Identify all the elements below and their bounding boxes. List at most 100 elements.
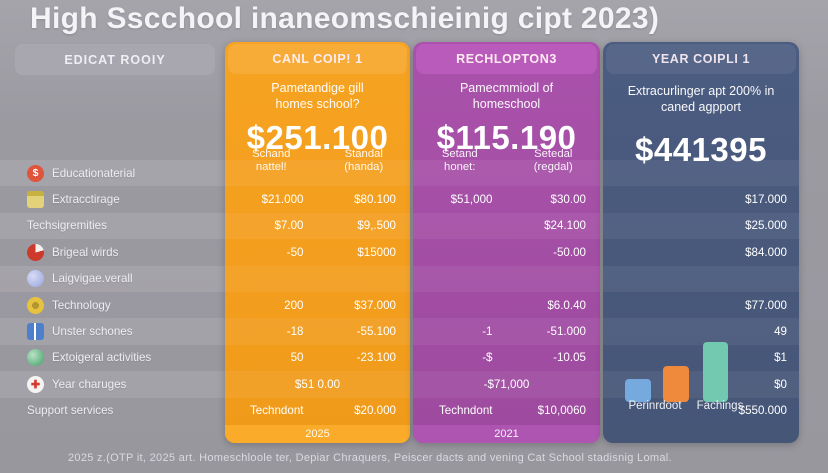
purple-subtitle: Pamecmmiodl of homeschool [459,81,554,111]
purple-value-row [413,265,600,292]
cell-value: -50.00 [553,245,586,259]
orange-subtitle: Pametandige gill homes school? [271,81,364,111]
purple-value-row: $24.100 [413,212,600,240]
table-row: Support services [0,398,225,424]
table-row: Year charuges [0,371,225,398]
purple-amount: $115.190 [436,119,577,156]
purple-subcolumn-headers: Setand honet: Setedal (regdal) [413,148,600,174]
year-value-row: $25.000 [603,212,799,240]
purple-value-row: -50.00 [413,239,600,265]
cost-column-purple: RECHLOPTON3 Pamecmmiodl of homeschool $1… [413,42,600,443]
purple-value-row: Techndont $10,0060 [413,398,600,424]
tab-purple-column[interactable]: RECHLOPTON3 [416,44,597,74]
cell-value: -50 [286,245,304,259]
table-row: Laigvigae.verall [0,265,225,292]
tab-orange-column[interactable]: CANL COIP! 1 [228,44,407,74]
orange-value-row: -18 -55.100 [225,318,410,345]
cell-value: -$71,000 [483,377,530,391]
year-value-row: $550.000 [603,398,799,424]
purple-subcol-2-label: Setedal (regdal) [533,148,573,173]
row-label: Brigeal wirds [52,245,119,259]
table-row: Techsigremities [0,212,225,240]
ball-icon [27,349,44,367]
purple-value-row: -$71,000 [413,371,600,398]
cell-value: $80.100 [354,193,396,207]
orange-value-row: Techndont $20.000 [225,398,410,424]
pie-chart-icon [27,243,44,261]
cell-value: $1 [774,351,787,365]
cell-value: Techndont [438,404,493,418]
bar-chart-label-2: Fachings [696,400,744,412]
table-row: Unster schones [0,318,225,345]
year-value-row [603,265,799,292]
cell-value: $7.00 [274,219,304,233]
cell-value: $20.000 [354,404,396,418]
table-row: Technology [0,292,225,318]
tab-category-column[interactable]: EDICAT ROOIY [15,44,215,75]
cell-value: $24.100 [544,219,586,233]
tab-year-column[interactable]: YEAR COIPLI 1 [606,44,796,74]
purple-subcol-1-label: Setand honet: [441,148,478,173]
cell-value: 50 [290,351,304,365]
year-value-row: $77.000 [603,292,799,318]
footer-note: 2025 z.(OTP it, 2025 art. Homeschloole t… [68,452,672,464]
purple-values: $51,000 $30.00 $24.100 -50.00 $6.0.40 -1 -51.0… [413,160,600,424]
orange-value-row [225,265,410,292]
table-row: Extracctirage [0,186,225,212]
row-label: Extracctirage [52,193,120,207]
orange-value-row: -50 $15000 [225,239,410,265]
row-label: Support services [27,404,114,418]
orange-amount: $251.100 [246,119,389,156]
bar-chart-label-1: Perinrdoot [628,400,682,412]
mini-chart-bar [663,366,689,402]
row-label: Techsigremities [27,219,107,233]
globe-icon [27,270,44,288]
cell-value: $550.000 [738,404,787,418]
cell-value: $51,000 [450,193,493,207]
cost-column-orange: CANL COIP! 1 Pametandige gill homes scho… [225,42,410,443]
purple-value-row: -$ -10.05 [413,345,600,371]
mini-chart-bar [625,379,651,402]
year-value-row: $1 [603,345,799,371]
purple-value-row: -1 -51.000 [413,318,600,345]
cell-value: -1 [482,325,493,339]
medical-cross-icon [27,375,44,393]
cell-value: $37.000 [354,298,396,312]
cell-value: -23.100 [356,351,396,365]
page-title: High Sscchool inaneomschieinig cipt 2023… [30,2,660,35]
year-value-row [603,160,799,187]
purple-value-row: $51,000 $30.00 [413,186,600,212]
cell-value: $0 [774,377,787,391]
mini-chart-bar [703,342,728,402]
cell-value: -55.100 [356,325,396,339]
orange-value-row [225,160,410,187]
purple-value-row: $6.0.40 [413,292,600,318]
purple-footer-year: 2021 [413,425,600,443]
cell-value: $21.000 [261,193,304,207]
category-list: Educationaterial Extracctirage Techsigremi… [0,160,225,424]
cell-value: -51.000 [546,325,586,339]
cell-value: $15000 [357,245,396,259]
year-value-row: $84.000 [603,239,799,265]
cell-value: $30.00 [550,193,586,207]
orange-value-row: $21.000 $80.100 [225,186,410,212]
row-label: Educationaterial [52,166,136,180]
orange-subcol-2-label: Standal (handa) [344,148,384,173]
row-label: Unster schones [52,325,133,339]
table-row: Brigeal wirds [0,239,225,265]
book-icon [27,323,44,341]
year-value-row: 49 [603,318,799,345]
cell-value: $6.0.40 [547,298,586,312]
year-value-row: $17.000 [603,186,799,212]
dollar-coin-icon [27,164,44,182]
card-icon [27,191,44,209]
orange-value-row: $7.00 $9,.500 [225,212,410,240]
orange-value-row: 50 -23.100 [225,345,410,371]
cell-value: $10,0060 [537,404,586,418]
table-row: Educationaterial [0,160,225,187]
cell-value: -$ [482,351,493,365]
cell-value: -10.05 [553,351,586,365]
orange-values: $21.000 $80.100 $7.00 $9,.500 -50 $15000 200 $3… [225,160,410,424]
cell-value: -18 [286,325,304,339]
cell-value: Techndont [249,404,304,418]
